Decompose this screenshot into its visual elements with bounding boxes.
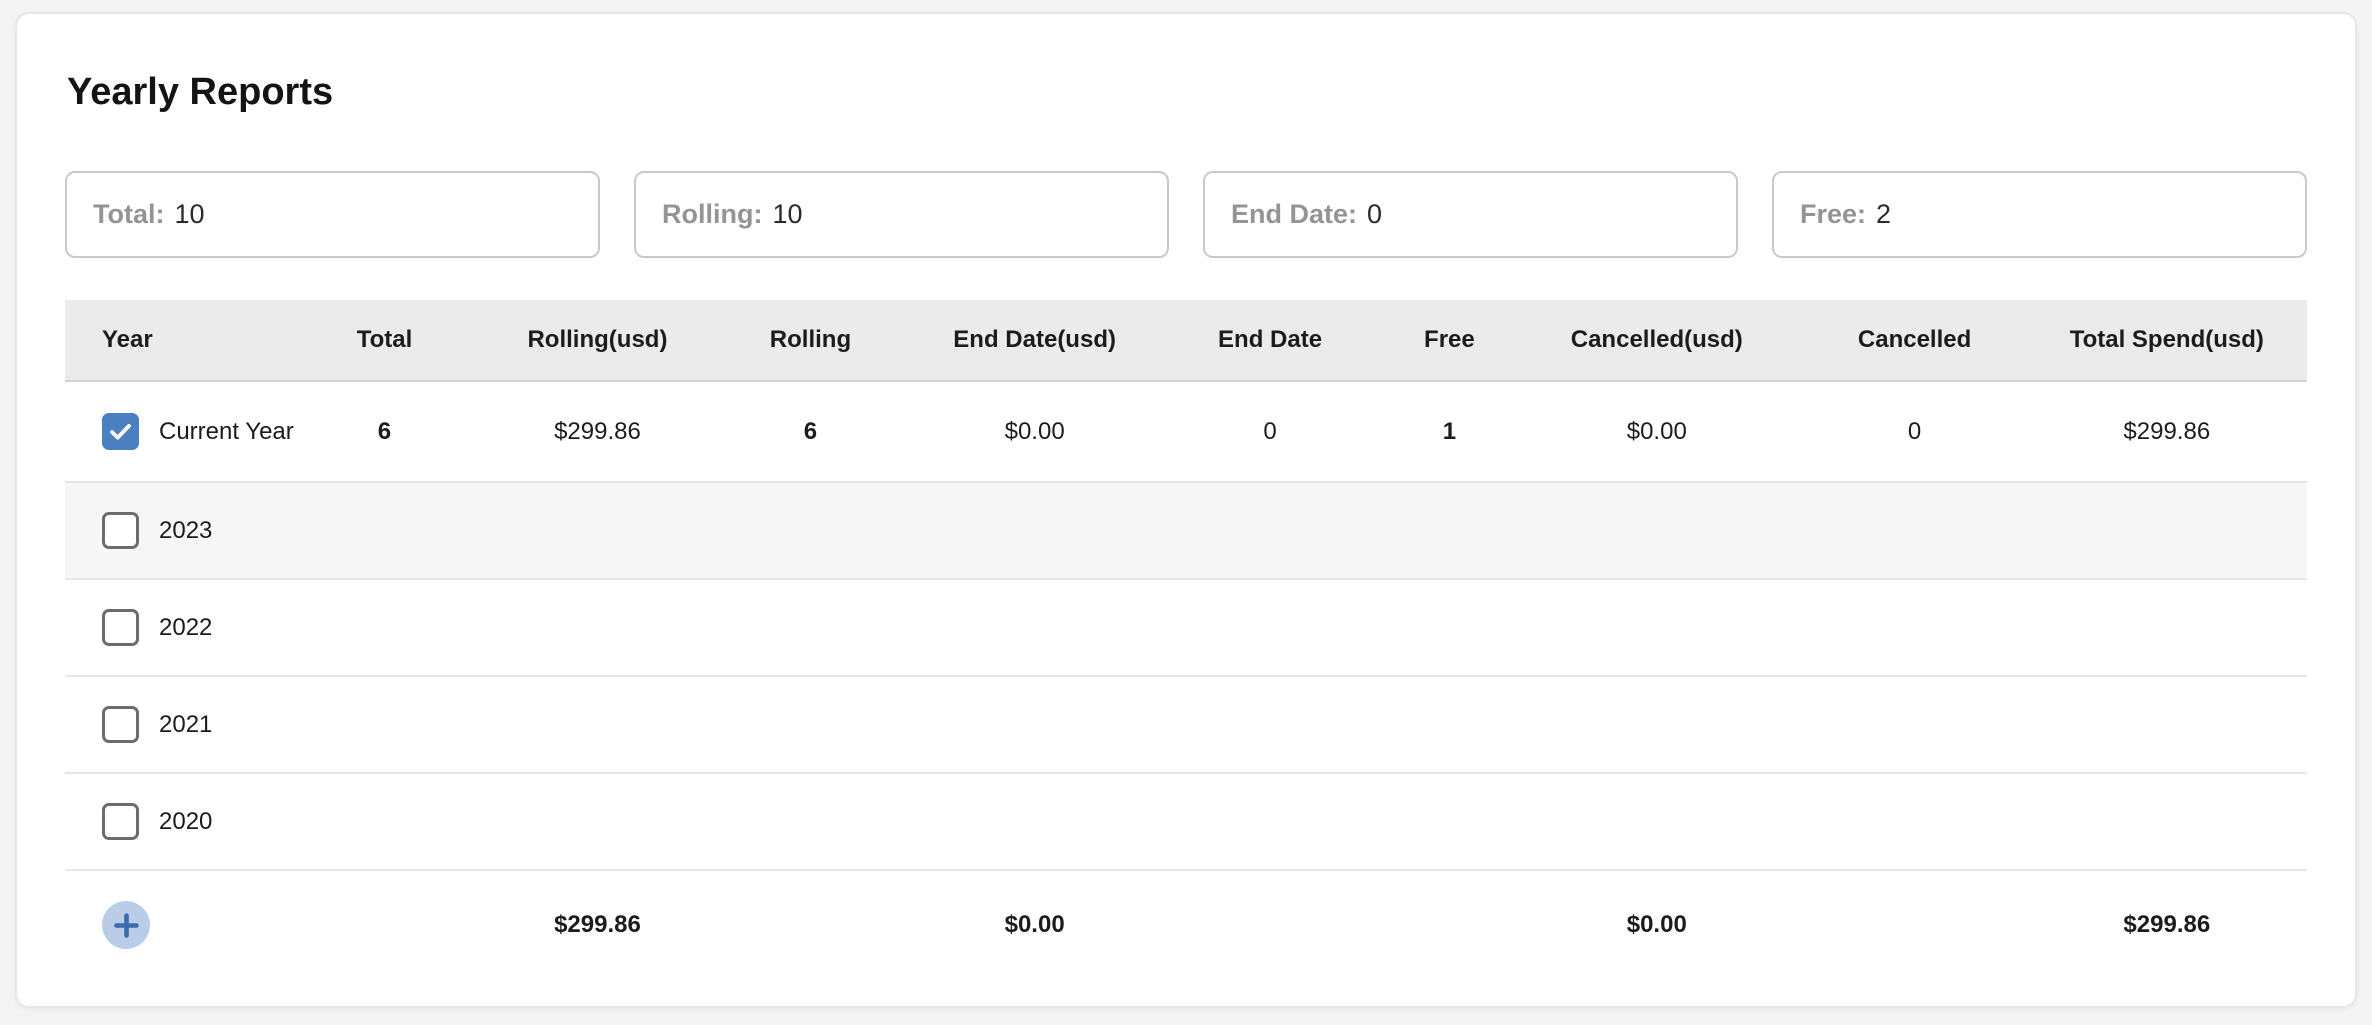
column-header-free: Free	[1424, 326, 1475, 353]
cell-current-year-cancelled_usd: $0.00	[1626, 417, 1687, 445]
footer-cell-cancelled_usd: $0.00	[1626, 911, 1687, 938]
summary-box-total: Total: 10	[65, 171, 600, 258]
table-body: Current Year 6 $299.86 6 $0.00 0 1 $0.00 0 $299.8…	[65, 382, 2307, 871]
column-header-rolling_usd: Rolling(usd)	[527, 326, 668, 353]
column-header-total_spend_usd: Total Spend(usd)	[2069, 326, 2264, 353]
page-title: Yearly Reports	[67, 71, 334, 113]
footer-cell-end_date_usd: $0.00	[1004, 911, 1065, 938]
year-cell-2020: 2020	[65, 803, 278, 840]
checkbox-unchecked-2021[interactable]	[102, 706, 139, 743]
yearly-reports-card: Yearly Reports Total: 10 Rolling: 10 End Dat…	[15, 12, 2357, 1008]
year-cell-2022: 2022	[65, 609, 278, 646]
column-header-end_date_usd: End Date(usd)	[953, 326, 1116, 353]
column-header-rolling: Rolling	[769, 326, 852, 353]
cell-current-year-cancelled: 0	[1907, 417, 1922, 445]
cell-current-year-rolling: 6	[803, 417, 818, 445]
year-label-current-year: Current Year	[159, 417, 294, 445]
checkbox-unchecked-2022[interactable]	[102, 609, 139, 646]
summary-box-label-free: Free:	[1800, 199, 1867, 229]
year-label-2020: 2020	[159, 807, 213, 835]
summary-box-label-total: Total:	[93, 199, 165, 229]
summary-box-value-total: 10	[174, 199, 205, 229]
table-header-row: Year Total Rolling(usd) Rolling End Date(usd…	[65, 300, 2307, 382]
yearly-reports-table: Year Total Rolling(usd) Rolling End Date(usd…	[65, 300, 2307, 979]
table-row-2023: 2023	[65, 483, 2307, 580]
checkbox-unchecked-2020[interactable]	[102, 803, 139, 840]
summary-box-value-free: 2	[1876, 199, 1892, 229]
table-row-2022: 2022	[65, 580, 2307, 677]
year-cell-current-year: Current Year	[65, 413, 294, 450]
summary-box-end_date: End Date: 0	[1203, 171, 1738, 258]
column-header-year: Year	[102, 326, 153, 353]
checkbox-unchecked-2023[interactable]	[102, 512, 139, 549]
summary-row: Total: 10 Rolling: 10 End Date: 0 Free: 2	[65, 171, 2307, 258]
check-icon	[110, 423, 131, 440]
column-header-cancelled: Cancelled	[1857, 326, 1972, 353]
year-cell-2023: 2023	[65, 512, 278, 549]
table-row-current-year: Current Year 6 $299.86 6 $0.00 0 1 $0.00 0 $299.8…	[65, 382, 2307, 483]
footer-cell-total_spend_usd: $299.86	[2123, 911, 2211, 938]
cell-current-year-rolling_usd: $299.86	[554, 417, 641, 445]
summary-box-label-rolling: Rolling:	[662, 199, 763, 229]
cell-current-year-total_spend_usd: $299.86	[2123, 417, 2211, 445]
summary-box-rolling: Rolling: 10	[634, 171, 1169, 258]
plus-icon	[113, 912, 139, 938]
checkbox-checked-current-year[interactable]	[102, 413, 139, 450]
year-label-2023: 2023	[159, 516, 213, 544]
cell-current-year-free: 1	[1442, 417, 1457, 445]
add-year-button[interactable]	[102, 901, 150, 949]
cell-current-year-end_date: 0	[1263, 417, 1277, 445]
year-label-2021: 2021	[159, 710, 213, 738]
summary-box-value-end_date: 0	[1367, 199, 1383, 229]
footer-cell-rolling_usd: $299.86	[554, 911, 641, 938]
column-header-end_date: End Date	[1218, 326, 1323, 353]
column-header-cancelled_usd: Cancelled(usd)	[1570, 326, 1743, 353]
summary-box-label-end_date: End Date:	[1231, 199, 1358, 229]
footer-cell-year	[65, 901, 278, 949]
summary-box-value-rolling: 10	[772, 199, 803, 229]
column-header-total: Total	[356, 326, 413, 353]
table-footer-row: $299.86 $0.00 $0.00 $299.86	[65, 871, 2307, 979]
cell-current-year-end_date_usd: $0.00	[1004, 417, 1065, 445]
year-label-2022: 2022	[159, 613, 213, 641]
year-cell-2021: 2021	[65, 706, 278, 743]
table-row-2021: 2021	[65, 677, 2307, 774]
table-row-2020: 2020	[65, 774, 2307, 871]
summary-box-free: Free: 2	[1772, 171, 2307, 258]
cell-current-year-total: 6	[377, 417, 392, 445]
